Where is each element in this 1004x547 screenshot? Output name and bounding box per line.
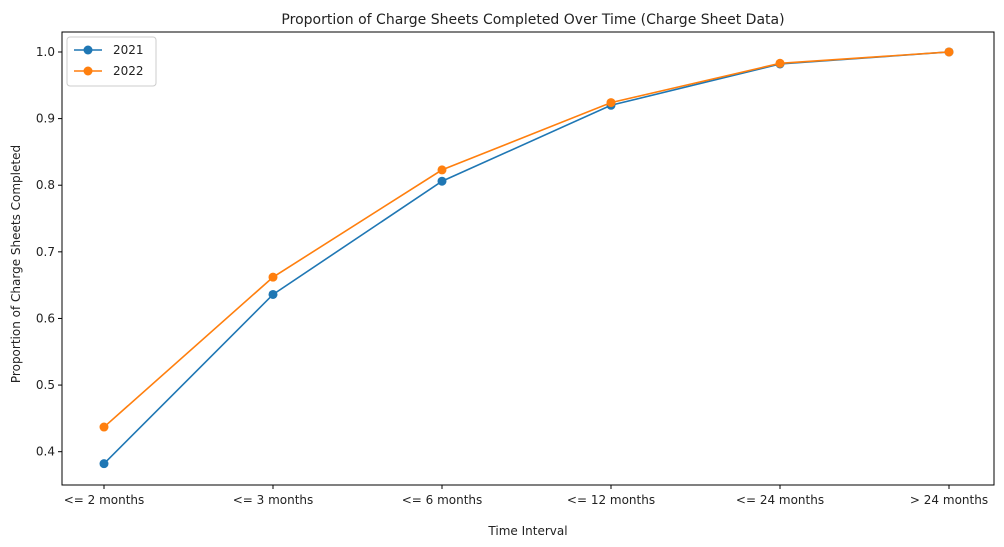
y-tick-label: 0.9 (36, 112, 55, 126)
data-point-2022 (775, 58, 785, 68)
series-line-2022 (103, 51, 950, 428)
series-2021 (99, 47, 954, 469)
legend-label: 2022 (113, 64, 144, 78)
x-axis-label: Time Interval (487, 524, 567, 538)
y-tick-label: 1.0 (36, 45, 55, 59)
x-tick-label: <= 3 months (233, 493, 314, 507)
data-point-2021 (268, 289, 278, 299)
series-layer (99, 47, 954, 469)
data-point-2021 (437, 176, 447, 186)
y-tick-label: 0.4 (36, 445, 55, 459)
data-point-2021 (99, 459, 109, 469)
x-tick-label: <= 24 months (736, 493, 824, 507)
y-tick-label: 0.6 (36, 311, 55, 325)
x-tick-label: <= 2 months (64, 493, 145, 507)
legend-swatch-marker (83, 45, 93, 55)
legend-label: 2021 (113, 43, 144, 57)
plot-frame (61, 31, 995, 486)
data-point-2022 (268, 272, 278, 282)
legend-swatch-marker (83, 66, 93, 76)
x-tick-label: <= 6 months (402, 493, 483, 507)
legend-items: 2021 2022 (74, 43, 144, 78)
y-axis: 0.4 0.5 0.6 0.7 0.8 0.9 1.0 (36, 45, 62, 459)
data-point-2022 (944, 47, 954, 57)
data-point-2022 (99, 422, 109, 432)
x-tick-label: > 24 months (910, 493, 988, 507)
y-tick-label: 0.8 (36, 178, 55, 192)
legend-item-2021: 2021 (74, 43, 144, 57)
y-axis-label: Proportion of Charge Sheets Completed (9, 145, 23, 383)
y-tick-label: 0.7 (36, 245, 55, 259)
legend-item-2022: 2022 (74, 64, 144, 78)
data-point-2022 (606, 98, 616, 108)
x-axis: <= 2 months <= 3 months <= 6 months <= 12 m… (64, 485, 988, 507)
data-point-2022 (437, 165, 447, 175)
chart-title: Proportion of Charge Sheets Completed Ov… (281, 12, 784, 28)
legend: 2021 2022 (66, 36, 157, 87)
series-2022 (99, 47, 954, 432)
series-line-2021 (103, 51, 950, 465)
y-tick-label: 0.5 (36, 378, 55, 392)
x-tick-label: <= 12 months (567, 493, 655, 507)
